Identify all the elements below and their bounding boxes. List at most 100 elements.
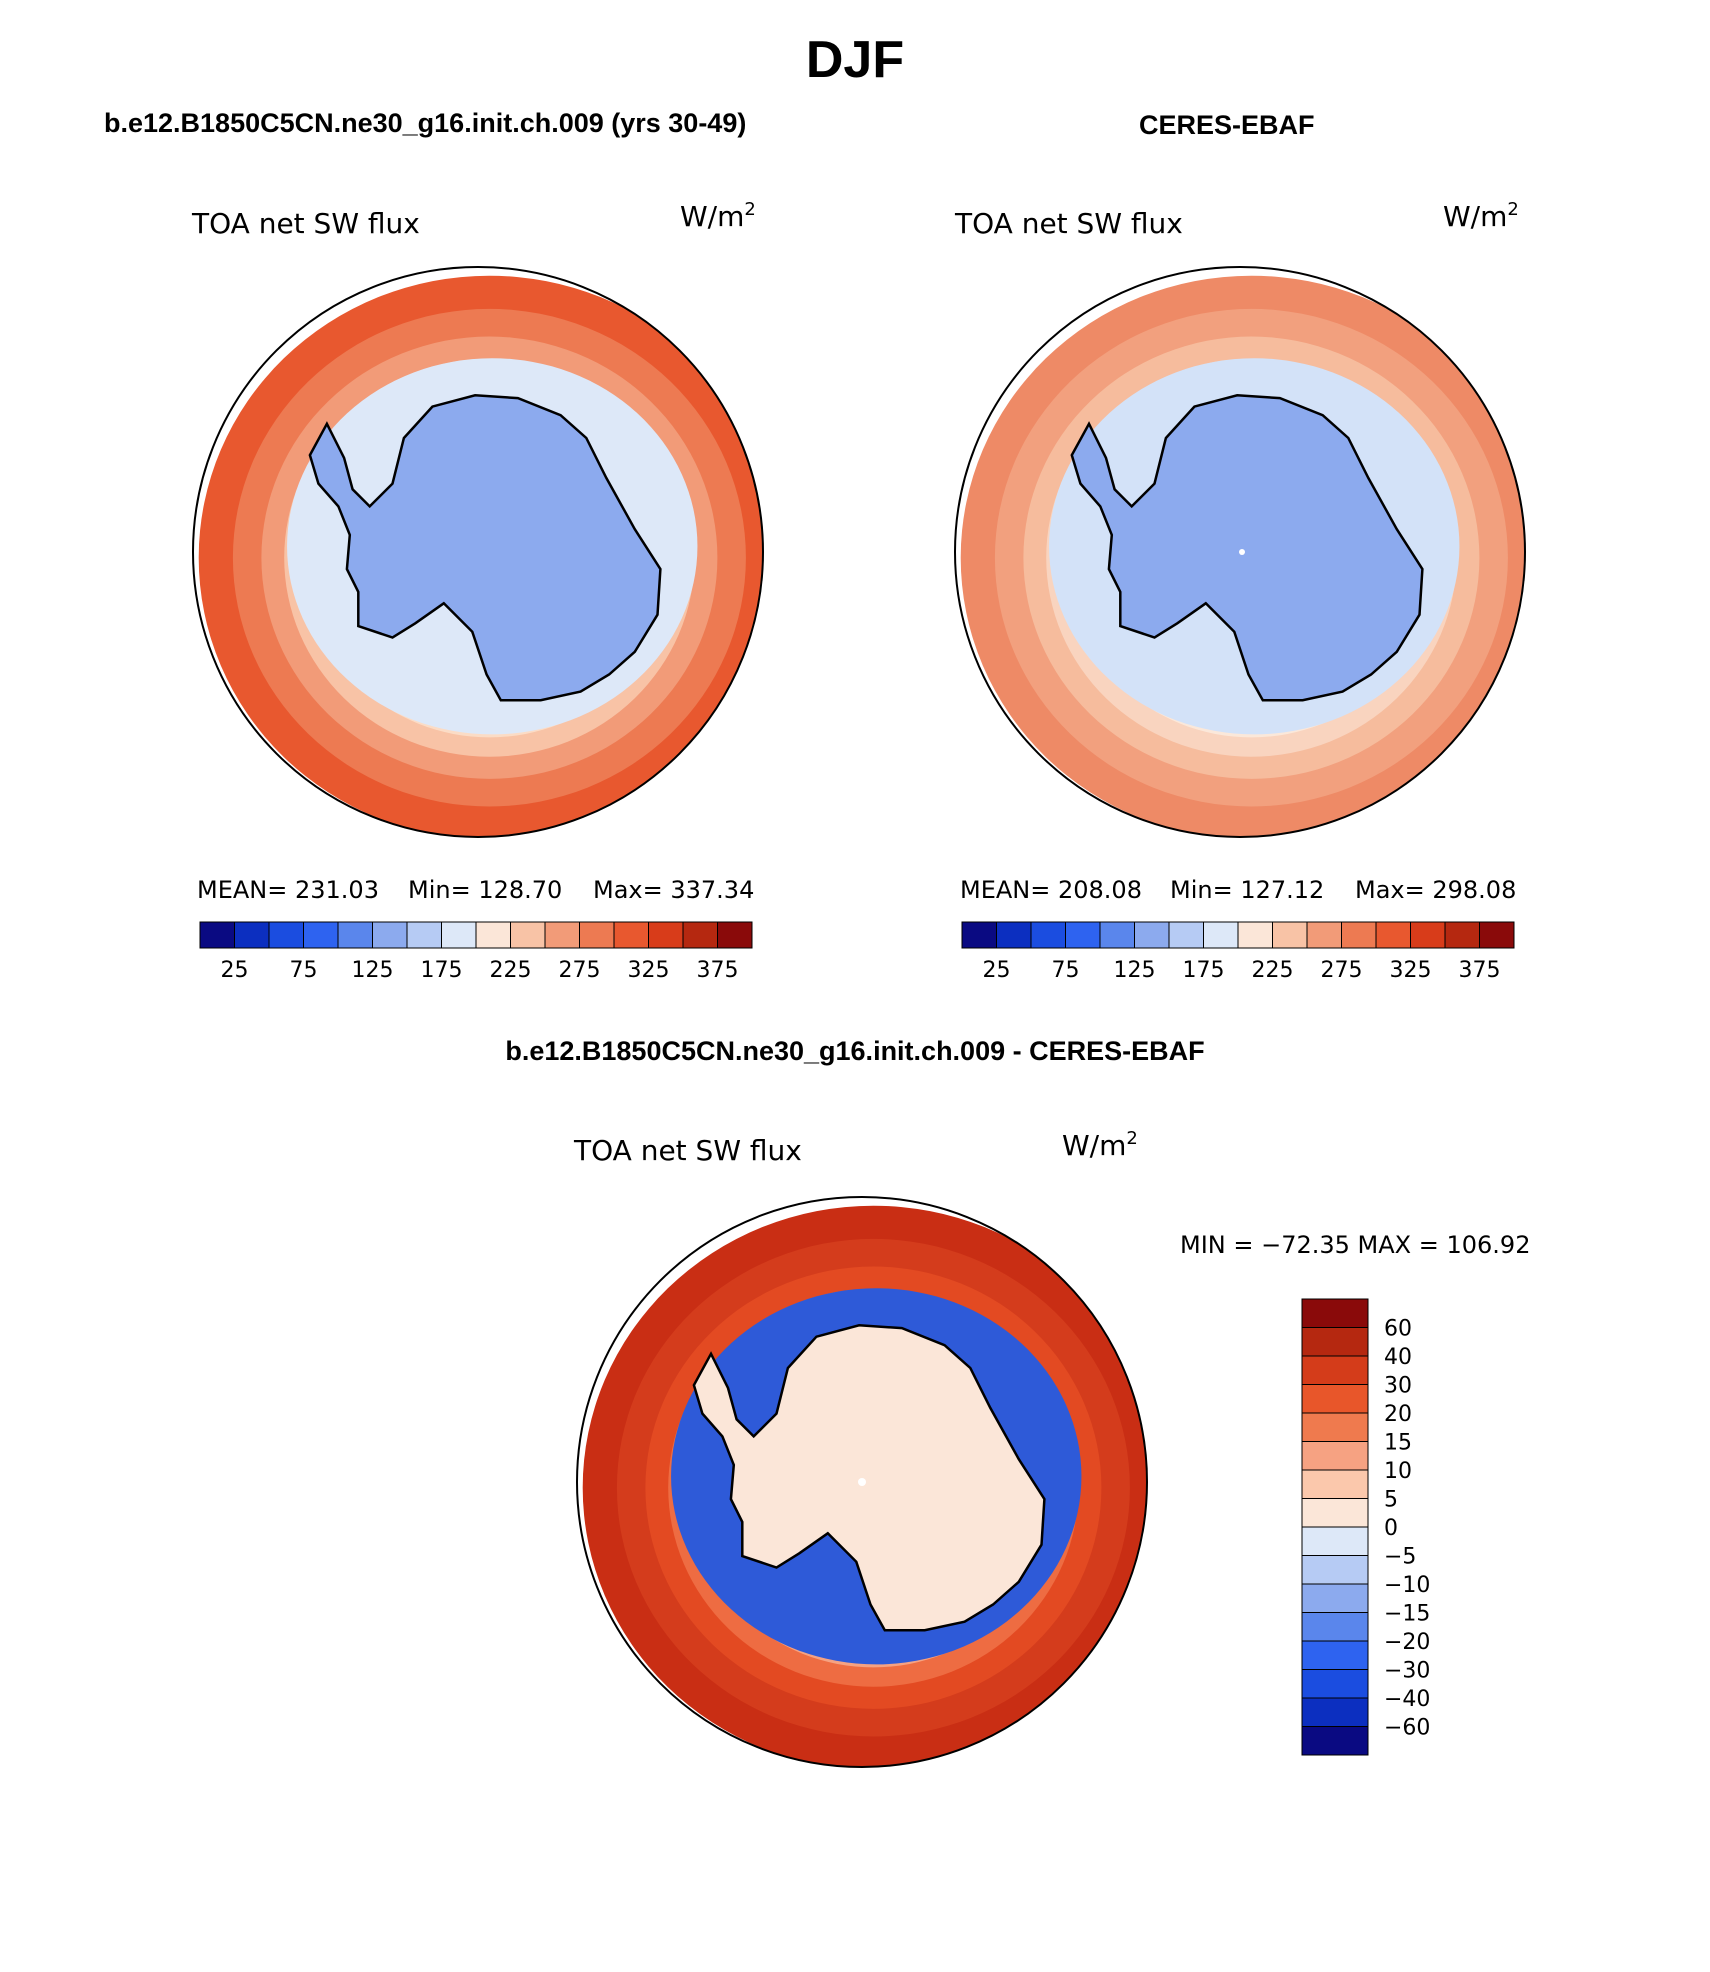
panel-3-colorbar-swatch [1301, 1526, 1369, 1556]
panel-1-map [192, 266, 764, 838]
panel-3-units-exp: 2 [1126, 1128, 1137, 1149]
panel-1-colorbar-swatch [199, 921, 235, 949]
panel-3-colorbar-swatch [1301, 1327, 1369, 1357]
panel-3-colorbar-swatch [1301, 1640, 1369, 1670]
panel-1-colorbar-label: 175 [421, 958, 463, 983]
panel-2-colorbar-swatch [1306, 921, 1342, 949]
panel-2-colorbar-swatch [1168, 921, 1204, 949]
panel-1-antarctica-coastline [308, 394, 662, 702]
panel-3-colorbar-label: 0 [1384, 1516, 1398, 1541]
panel-1-colorbar-label: 225 [490, 958, 532, 983]
panel-3-colorbar-label: 20 [1384, 1402, 1412, 1427]
panel-2-mean: MEAN= 208.08 [960, 876, 1142, 904]
panel-3-colorbar-label: 30 [1384, 1374, 1412, 1399]
panel-1-colorbar-label: 275 [559, 958, 601, 983]
panel-1-colorbar-label: 25 [221, 958, 249, 983]
panel-3-colorbar-swatch [1301, 1555, 1369, 1585]
panel-1: TOA net SW flux W/m2 MEAN= 231.03 Min= 1… [191, 199, 764, 983]
panel-1-colorbar-swatch [337, 921, 373, 949]
panel-2-colorbar-swatch [961, 921, 997, 949]
panel-3-colorbar-label: −40 [1384, 1687, 1430, 1712]
panel-2-title: CERES-EBAF [1139, 110, 1315, 140]
panel-3-map [576, 1196, 1148, 1768]
panel-2-antarctica-coastline [1070, 394, 1424, 702]
panel-2-colorbar-swatch [1479, 921, 1515, 949]
panel-2-colorbar-label: 125 [1114, 958, 1156, 983]
panel-2-units: W/m2 [1443, 199, 1519, 233]
panel-3-colorbar-label: −5 [1384, 1545, 1416, 1570]
panel-3-colorbar-label: 40 [1384, 1345, 1412, 1370]
panel-3-colorbar-swatch [1301, 1355, 1369, 1385]
panel-2-map-border [954, 266, 1526, 838]
season-title: DJF [805, 31, 905, 89]
panel-2-colorbar-label: 225 [1252, 958, 1294, 983]
panel-2-colorbar-label: 375 [1459, 958, 1501, 983]
panel-3-colorbar-label: 10 [1384, 1459, 1412, 1484]
panel-2-colorbar-label: 75 [1052, 958, 1080, 983]
panel-1-units: W/m2 [680, 199, 756, 233]
panel-1-colorbar-swatch [268, 921, 304, 949]
panel-1-min: Min= 128.70 [408, 876, 562, 904]
panel-2-colorbar-swatch [1203, 921, 1239, 949]
panel-2-colorbar-swatch [1375, 921, 1411, 949]
panel-2-colorbar-swatch [1410, 921, 1446, 949]
panel-3-colorbar-swatch [1301, 1669, 1369, 1699]
panel-3: TOA net SW flux W/m2 MIN = −72.35 MAX = … [573, 1128, 1530, 1768]
panel-1-map-border [192, 266, 764, 838]
panel-3-colorbar-label: −10 [1384, 1573, 1430, 1598]
panel-3-title: b.e12.B1850C5CN.ne30_g16.init.ch.009 - C… [505, 1036, 1205, 1066]
panel-2-colorbar-swatch [1030, 921, 1066, 949]
panel-3-colorbar-swatch [1301, 1697, 1369, 1727]
panel-3-south-pole-gap [858, 1478, 866, 1486]
panel-1-colorbar-swatch [475, 921, 511, 949]
panel-3-minmax: MIN = −72.35 MAX = 106.92 [1180, 1231, 1530, 1259]
panel-1-variable-label: TOA net SW flux [191, 207, 420, 240]
panel-1-colorbar-swatch [648, 921, 684, 949]
panel-3-map-border [576, 1196, 1148, 1768]
panel-3-colorbar-label: −20 [1384, 1630, 1430, 1655]
panel-1-colorbar-swatch [234, 921, 270, 949]
panel-3-colorbar-swatch [1301, 1498, 1369, 1528]
panel-2-map [954, 266, 1526, 838]
panel-2-colorbar-swatch [1134, 921, 1170, 949]
panel-3-colorbar-label: 15 [1384, 1431, 1412, 1456]
panel-2-colorbar-label: 275 [1321, 958, 1363, 983]
panel-2-colorbar-label: 325 [1390, 958, 1432, 983]
panel-1-colorbar: 25 75 125 175 225 275 325 375 [199, 921, 753, 983]
panel-3-colorbar-swatch [1301, 1726, 1369, 1756]
panel-1-colorbar-swatch [682, 921, 718, 949]
panel-2-colorbar-swatch [1272, 921, 1308, 949]
panel-3-colorbar-label: 5 [1384, 1488, 1398, 1513]
panel-3-units-base: W/m [1062, 1129, 1126, 1162]
panel-3-colorbar-swatch [1301, 1298, 1369, 1328]
panel-3-colorbar-label: −60 [1384, 1716, 1430, 1741]
panel-2-variable-label: TOA net SW flux [954, 207, 1183, 240]
panel-1-colorbar-label: 375 [697, 958, 739, 983]
panel-3-colorbar-label: −30 [1384, 1659, 1430, 1684]
panel-2-colorbar-swatch [1237, 921, 1273, 949]
panel-1-colorbar-label: 125 [352, 958, 394, 983]
panel-3-colorbar-swatch [1301, 1412, 1369, 1442]
panel-2-colorbar-swatch [1341, 921, 1377, 949]
panel-1-max: Max= 337.34 [593, 876, 754, 904]
panel-2: TOA net SW flux W/m2 MEAN= 208.08 Min= 1… [954, 199, 1526, 983]
panel-3-units: W/m2 [1062, 1128, 1138, 1162]
panel-3-colorbar-swatch [1301, 1384, 1369, 1414]
panel-2-colorbar-swatch [1099, 921, 1135, 949]
panel-1-colorbar-swatch [406, 921, 442, 949]
panel-3-colorbar-label: 60 [1384, 1317, 1412, 1342]
panel-3-colorbar: 60 40 30 20 15 10 5 0 −5 −10 −15 −20 −30 −40 −60 [1301, 1298, 1430, 1756]
panel-2-units-exp: 2 [1507, 199, 1518, 220]
panel-3-antarctica-coastline [692, 1324, 1046, 1632]
panel-2-colorbar-swatch [1065, 921, 1101, 949]
panel-1-colorbar-swatch [441, 921, 477, 949]
panel-1-units-exp: 2 [744, 199, 755, 220]
panel-1-mean: MEAN= 231.03 [197, 876, 379, 904]
panel-2-min: Min= 127.12 [1170, 876, 1324, 904]
panel-2-colorbar-label: 25 [983, 958, 1011, 983]
panel-2-colorbar-swatch [996, 921, 1032, 949]
panel-2-south-pole-gap [1239, 549, 1245, 555]
panel-3-colorbar-swatch [1301, 1469, 1369, 1499]
